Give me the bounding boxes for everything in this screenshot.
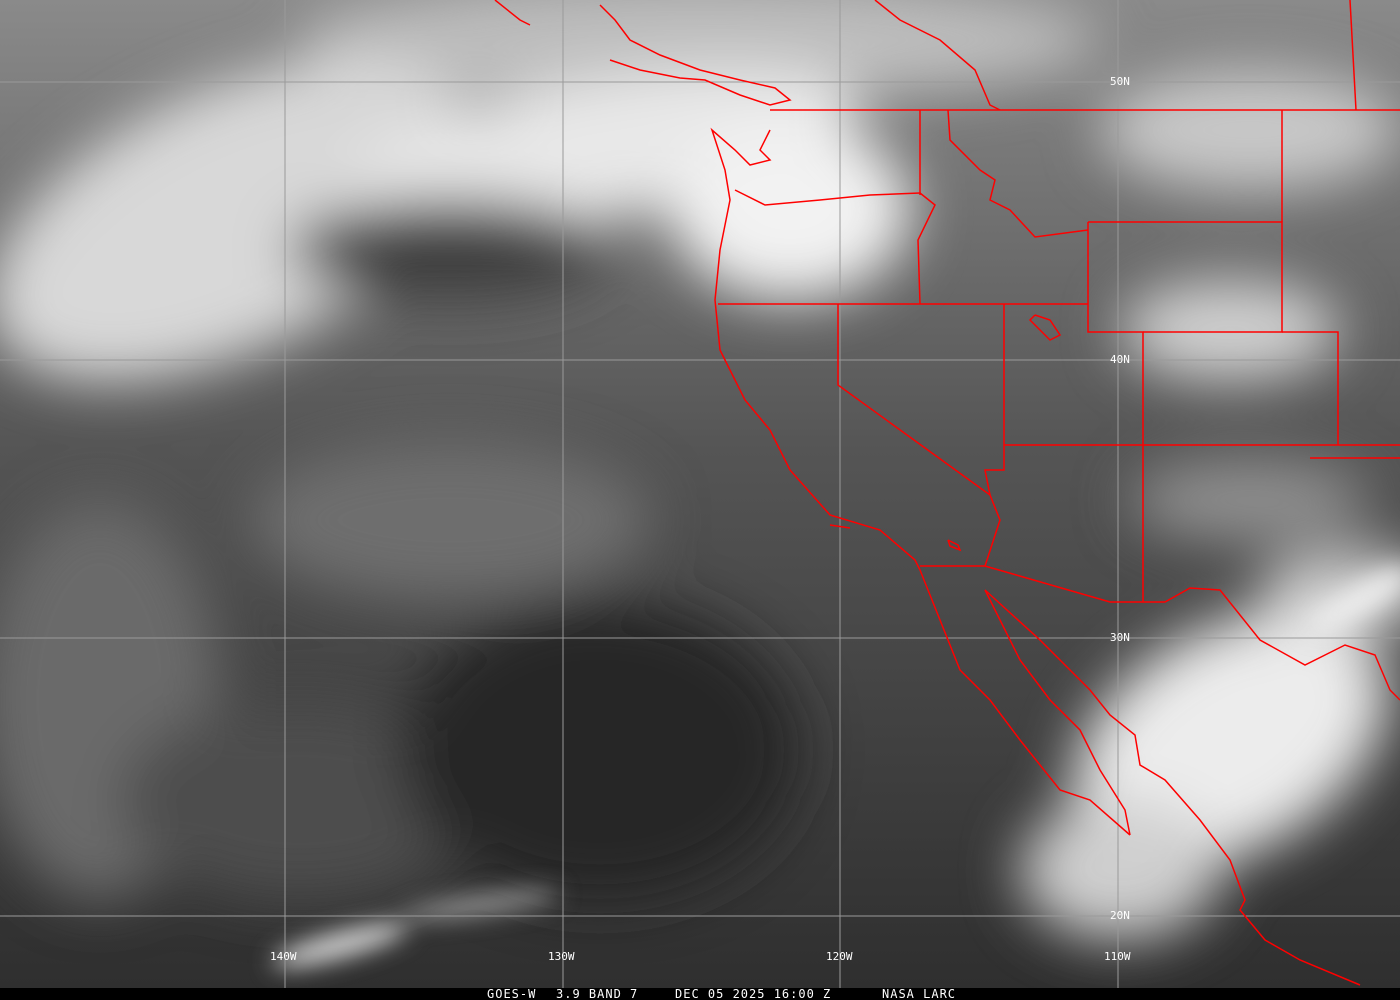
lat-label-40n: 40N: [1110, 353, 1130, 366]
lon-label-120w: 120W: [826, 950, 853, 963]
mexico-mainland-coast: [984, 589, 1361, 986]
wa-or-border: [734, 189, 921, 206]
lon-label-130w: 130W: [548, 950, 575, 963]
ca-nv-border: [837, 304, 1001, 567]
lat-label-20n: 20N: [1110, 909, 1130, 922]
nv-east-border: [984, 304, 1005, 496]
id-mt-border: [947, 109, 1089, 238]
lat-label-50n: 50N: [1110, 75, 1130, 88]
vancouver-island: [599, 4, 792, 106]
channel-name: 3.9 BAND 7: [556, 987, 639, 1000]
wyoming-border: [1088, 221, 1283, 333]
colorado-border: [1282, 331, 1339, 445]
us-mexico-border: [920, 565, 1400, 701]
canada-provinces: [1349, 0, 1357, 111]
utah-border: [1087, 222, 1144, 445]
great-salt-lake: [1028, 314, 1062, 341]
salton-sea: [947, 539, 962, 552]
us-west-coast: [710, 127, 921, 571]
or-id-border: [917, 192, 936, 305]
cloud-field: [0, 0, 1400, 967]
image-caption-bar: GOES-W 3.9 BAND 7 DEC 05 2025 16:00 Z NA…: [0, 988, 1400, 1000]
image-credit: NASA LARC: [882, 987, 957, 1000]
baja-east-coast: [984, 589, 1131, 836]
political-borders: [494, 0, 1400, 986]
baja-west-coast: [919, 569, 1131, 836]
coastline-north: [494, 0, 531, 26]
satellite-name: GOES-W: [487, 987, 537, 1000]
channel-islands: [829, 524, 851, 529]
bc-alberta: [874, 0, 1001, 111]
grid-labels: 140W 130W 120W 110W 50N 40N 30N 20N: [270, 75, 1131, 963]
image-datetime: DEC 05 2025 16:00 Z: [675, 987, 832, 1000]
lon-label-140w: 140W: [270, 950, 297, 963]
lat-label-30n: 30N: [1110, 631, 1130, 644]
lon-label-110w: 110W: [1104, 950, 1131, 963]
